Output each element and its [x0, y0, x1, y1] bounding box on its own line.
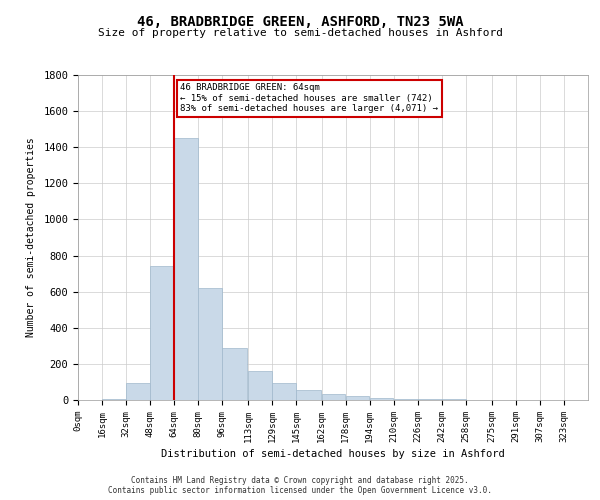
- Bar: [126, 383, 150, 400]
- Text: 46, BRADBRIDGE GREEN, ASHFORD, TN23 5WA: 46, BRADBRIDGE GREEN, ASHFORD, TN23 5WA: [137, 15, 463, 29]
- Bar: [322, 394, 346, 400]
- Text: 46 BRADBRIDGE GREEN: 64sqm
← 15% of semi-detached houses are smaller (742)
83% o: 46 BRADBRIDGE GREEN: 64sqm ← 15% of semi…: [181, 83, 439, 113]
- Bar: [248, 371, 272, 400]
- Bar: [346, 396, 370, 400]
- Bar: [223, 348, 247, 400]
- Text: Contains HM Land Registry data © Crown copyright and database right 2025.
Contai: Contains HM Land Registry data © Crown c…: [108, 476, 492, 495]
- Bar: [296, 390, 321, 400]
- Y-axis label: Number of semi-detached properties: Number of semi-detached properties: [26, 138, 37, 338]
- Bar: [199, 288, 222, 400]
- Bar: [174, 138, 198, 400]
- Bar: [370, 398, 394, 400]
- Bar: [102, 399, 125, 400]
- Text: Size of property relative to semi-detached houses in Ashford: Size of property relative to semi-detach…: [97, 28, 503, 38]
- Bar: [150, 266, 174, 400]
- X-axis label: Distribution of semi-detached houses by size in Ashford: Distribution of semi-detached houses by …: [161, 449, 505, 459]
- Bar: [418, 399, 442, 400]
- Bar: [394, 398, 418, 400]
- Bar: [272, 383, 296, 400]
